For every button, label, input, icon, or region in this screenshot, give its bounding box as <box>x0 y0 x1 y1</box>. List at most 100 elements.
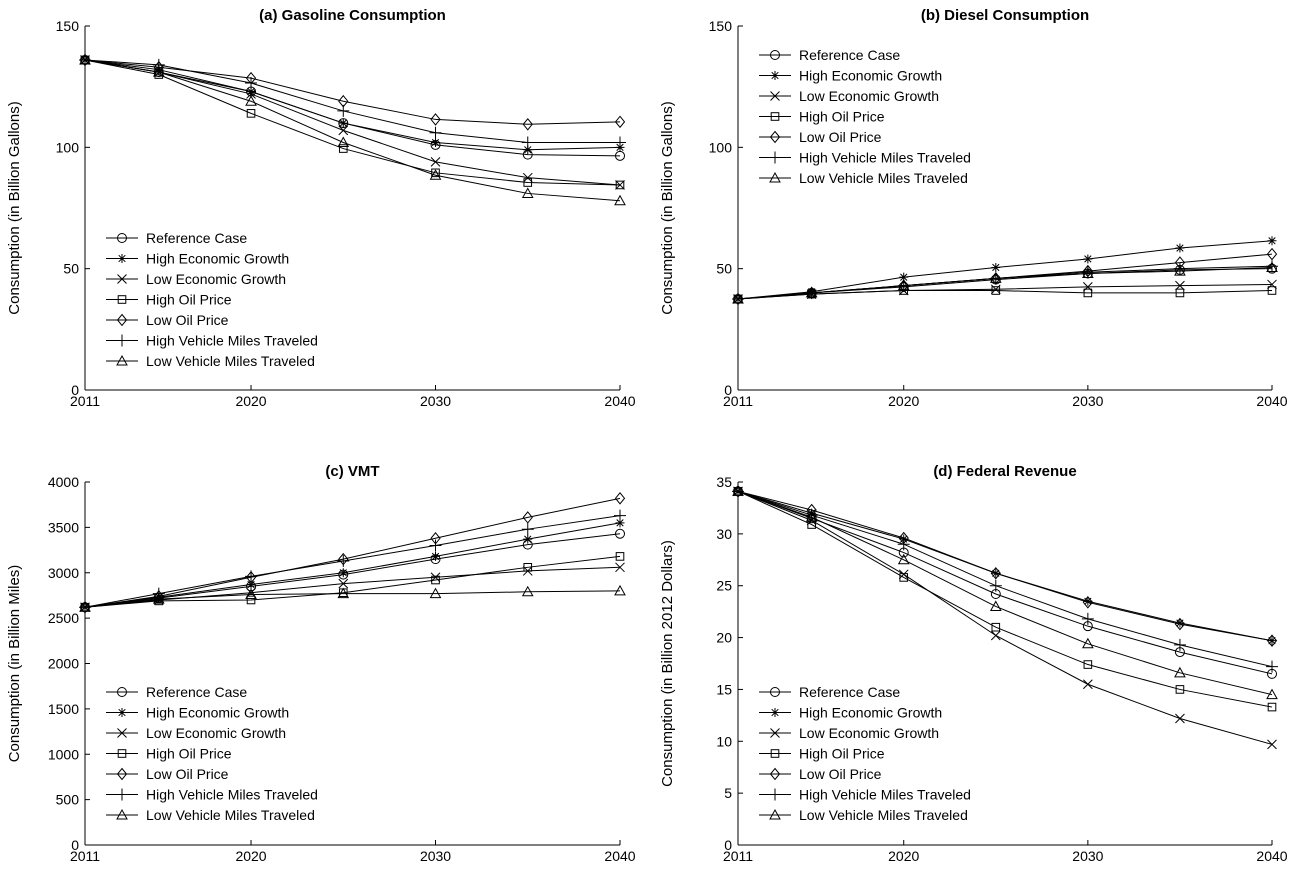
data-point <box>732 292 744 304</box>
data-point <box>805 511 818 522</box>
data-point <box>732 485 744 496</box>
legend-label: Low Oil Price <box>799 766 882 782</box>
legend-label: Low Economic Growth <box>799 88 939 104</box>
data-point <box>615 528 625 539</box>
legend-marker <box>116 767 128 781</box>
data-point <box>246 87 256 97</box>
data-point <box>246 109 256 118</box>
data-point <box>431 551 441 561</box>
data-point <box>1267 286 1277 295</box>
series-line <box>84 59 620 143</box>
legend-marker <box>117 254 127 263</box>
data-point <box>152 66 165 77</box>
data-point <box>615 518 625 528</box>
data-point <box>897 279 910 291</box>
data-point <box>246 580 256 590</box>
series-high-oil-price <box>80 552 625 612</box>
data-point <box>1083 288 1093 298</box>
series-line <box>737 490 1273 696</box>
y-axis-label: Consumption (in Billion Gallons) <box>6 101 23 314</box>
legend-label: Low Vehicle Miles Traveled <box>146 353 315 369</box>
x-tick-label: 2030 <box>1072 393 1103 409</box>
data-point <box>989 579 1002 592</box>
data-point <box>523 145 533 155</box>
legend-label: Low Vehicle Miles Traveled <box>146 807 315 823</box>
legend: Reference Case High Economic Growth Low Ec… <box>106 230 318 369</box>
series-line <box>737 266 1273 300</box>
y-tick-label: 0 <box>71 837 79 853</box>
x-tick-label: 2030 <box>420 393 451 409</box>
data-point <box>1266 247 1278 261</box>
legend-label: Low Vehicle Miles Traveled <box>799 170 968 186</box>
data-point <box>899 573 909 582</box>
series-line <box>737 490 1273 642</box>
legend: Reference Case High Economic Growth Low Ec… <box>759 47 971 186</box>
legend-marker <box>116 334 128 347</box>
data-point <box>430 157 441 167</box>
series-line <box>737 283 1273 300</box>
data-point <box>429 126 442 139</box>
data-point <box>805 286 818 298</box>
series-low-vehicle-miles-traveled <box>79 584 626 612</box>
y-tick-label: 100 <box>709 139 733 155</box>
data-point <box>990 630 1001 641</box>
y-tick-label: 25 <box>716 578 732 594</box>
x-tick-label: 2020 <box>235 848 266 864</box>
x-tick-label: 2040 <box>1256 393 1287 409</box>
legend: Reference Case High Economic Growth Low Ec… <box>759 684 971 823</box>
legend-marker <box>117 708 127 717</box>
data-point <box>1083 596 1093 606</box>
data-point <box>522 117 533 131</box>
legend-label: High Vehicle Miles Traveled <box>146 787 318 803</box>
x-tick-label: 2030 <box>420 848 451 864</box>
data-point <box>337 554 350 567</box>
data-point <box>614 584 626 596</box>
series-low-vehicle-miles-traveled <box>732 485 1278 700</box>
legend-label: Low Economic Growth <box>146 725 286 741</box>
legend-label: Low Economic Growth <box>799 725 939 741</box>
data-point <box>1266 634 1278 647</box>
series-line <box>84 59 621 186</box>
chart-title: (a) Gasoline Consumption <box>259 7 446 24</box>
legend-label: High Oil Price <box>146 746 232 762</box>
data-point <box>429 539 442 552</box>
legend-marker <box>769 171 781 183</box>
data-point <box>429 169 442 180</box>
legend-marker <box>770 708 780 717</box>
legend-label: Reference Case <box>799 684 900 700</box>
data-point <box>431 575 440 585</box>
y-tick-label: 5 <box>724 785 732 801</box>
legend-marker <box>116 313 128 327</box>
y-tick-label: 15 <box>716 681 732 697</box>
series-line <box>84 555 621 608</box>
data-point <box>897 538 910 551</box>
data-point <box>429 587 442 599</box>
y-tick-label: 4000 <box>48 474 79 490</box>
data-point <box>615 562 625 573</box>
data-point <box>522 511 533 524</box>
y-tick-label: 10 <box>716 733 732 749</box>
series-low-oil-price <box>79 492 626 614</box>
x-tick-label: 2011 <box>723 393 753 409</box>
y-tick-label: 30 <box>716 526 732 542</box>
series-low-vehicle-miles-traveled <box>79 53 626 206</box>
legend-marker <box>769 788 781 801</box>
y-tick-label: 0 <box>724 837 732 853</box>
chart-panel-2: (b) Diesel Consumption Consumption (in Bi… <box>659 7 1288 409</box>
data-point <box>897 553 910 565</box>
data-point <box>1266 688 1278 700</box>
data-point <box>899 272 909 282</box>
data-point <box>79 601 91 612</box>
data-point <box>1174 666 1186 678</box>
data-point <box>338 568 348 578</box>
data-point <box>152 58 165 71</box>
data-point <box>245 588 257 600</box>
data-point <box>1174 617 1186 631</box>
series-line <box>84 59 621 125</box>
legend-marker <box>769 808 781 820</box>
data-point <box>521 585 534 597</box>
series-high-vehicle-miles-traveled <box>79 53 626 149</box>
y-tick-label: 3500 <box>48 519 79 535</box>
legend-marker <box>770 50 780 60</box>
